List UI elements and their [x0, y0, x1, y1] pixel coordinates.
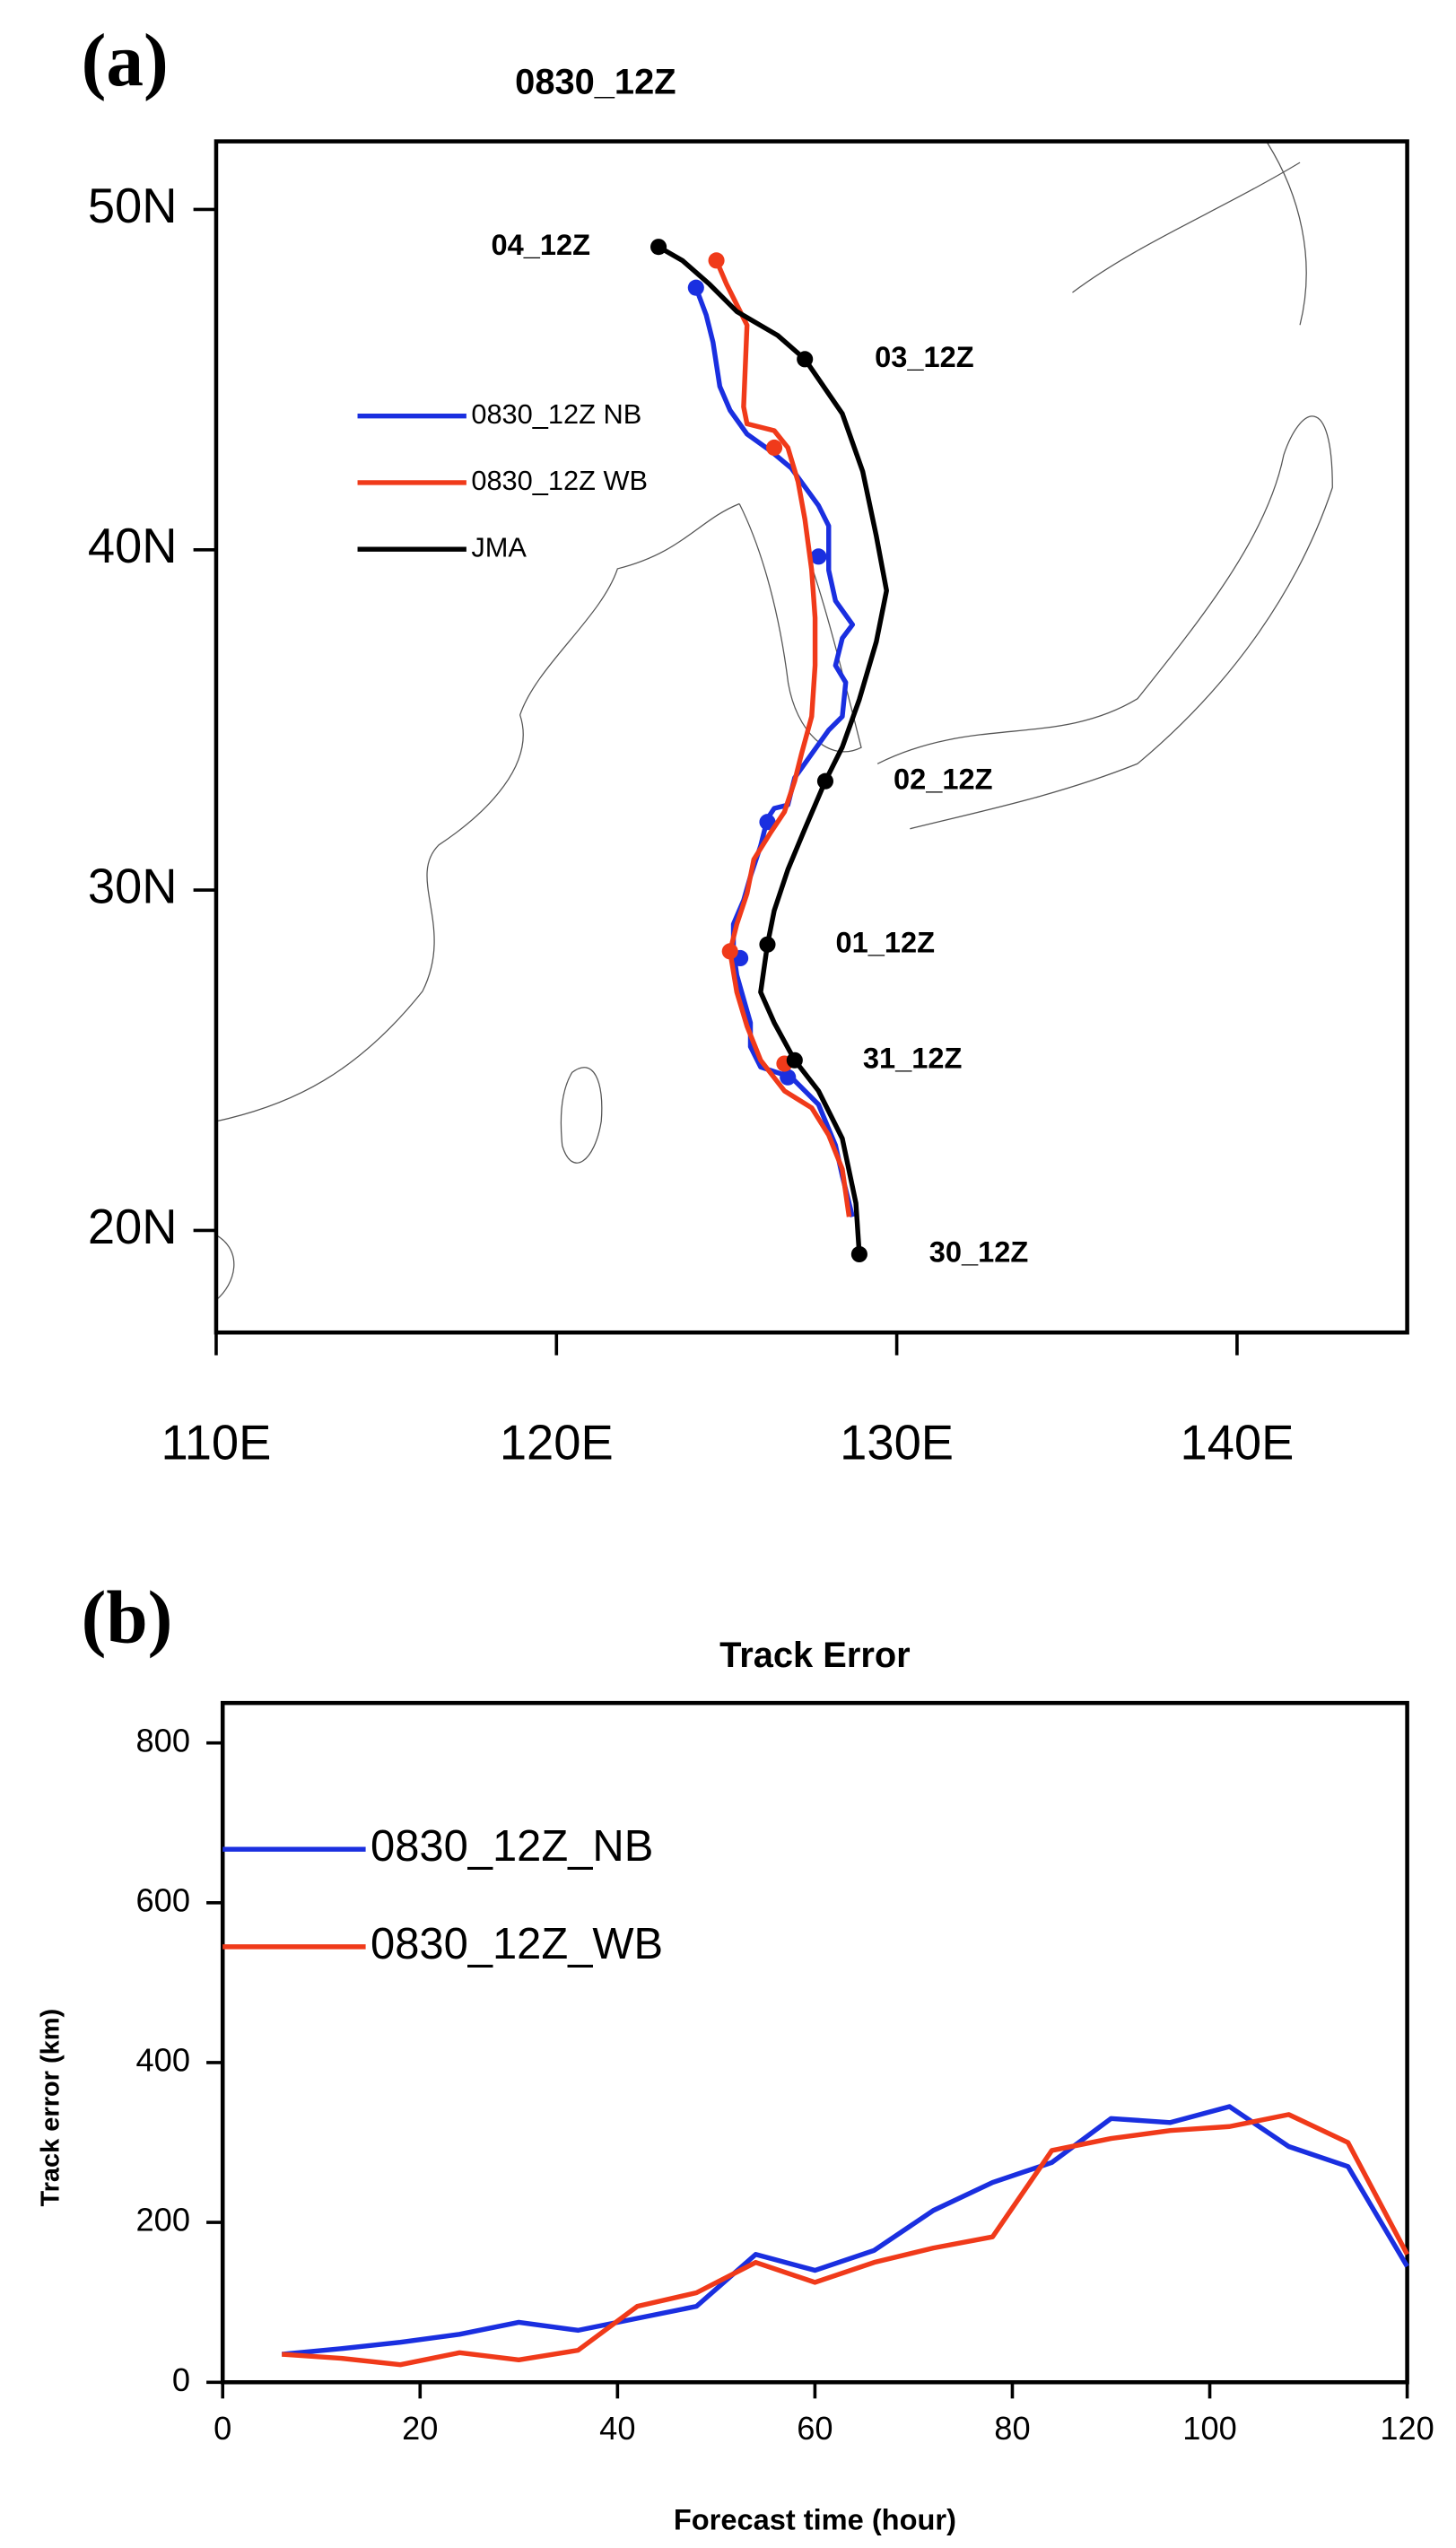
coastlines	[215, 143, 1333, 1301]
x-tick-label: 140E	[1180, 1415, 1294, 1470]
legend-label: 0830_12Z_NB	[371, 1822, 653, 1871]
marker-label: 04_12Z	[492, 228, 591, 261]
x-tick-label: 0	[214, 2410, 231, 2447]
track-marker	[810, 548, 827, 565]
marker-label: 02_12Z	[894, 762, 993, 795]
panel-label: (a)	[82, 20, 169, 102]
y-tick-label: 30N	[88, 859, 178, 913]
track-marker	[850, 1245, 867, 1263]
legend-label: 0830_12Z NB	[471, 398, 641, 430]
plot-frame	[214, 139, 1409, 1335]
track-marker	[816, 772, 834, 790]
series-line	[282, 2112, 1409, 2368]
marker-label: 30_12Z	[929, 1235, 1029, 1269]
track-marker	[759, 814, 776, 831]
track-marker	[650, 239, 667, 256]
x-tick-label: 60	[797, 2410, 833, 2447]
track-marker	[708, 252, 725, 269]
chart-title: Track Error	[719, 1636, 911, 1675]
x-tick-label: 130E	[840, 1415, 954, 1470]
x-axis-label: Forecast time (hour)	[674, 2503, 956, 2536]
y-tick-label: 40N	[88, 519, 178, 573]
y-tick-label: 200	[136, 2202, 190, 2238]
series-line	[281, 2104, 1409, 2357]
y-tick-label: 20N	[88, 1200, 178, 1254]
x-tick-label: 120E	[500, 1415, 614, 1470]
y-tick-label: 800	[136, 1722, 190, 1758]
track-marker	[797, 351, 814, 368]
track-marker	[687, 279, 704, 296]
track-marker	[721, 943, 738, 960]
track-marker	[765, 439, 783, 457]
marker-label: 31_12Z	[863, 1041, 963, 1074]
marker-label: 03_12Z	[875, 340, 974, 373]
x-tick-label: 110E	[161, 1415, 272, 1470]
legend-label: 0830_12Z WB	[471, 465, 648, 496]
x-tick-label: 40	[599, 2410, 635, 2447]
track-marker	[780, 1069, 797, 1086]
x-tick-label: 80	[994, 2410, 1030, 2447]
y-tick-label: 400	[136, 2042, 190, 2079]
legend-label: 0830_12Z_WB	[371, 1920, 663, 1968]
x-tick-label: 20	[402, 2410, 438, 2447]
panel-label: (b)	[82, 1576, 173, 1659]
y-tick-label: 0	[172, 2361, 190, 2398]
chart-title: 0830_12Z	[515, 63, 676, 102]
legend-label: JMA	[471, 531, 527, 563]
y-tick-label: 600	[136, 1881, 190, 1918]
x-tick-label: 100	[1182, 2410, 1236, 2447]
track-marker	[759, 936, 776, 953]
x-tick-label: 120	[1380, 2410, 1434, 2447]
series-line	[714, 259, 852, 1217]
marker-label: 01_12Z	[836, 925, 936, 958]
y-axis-label: Track error (km)	[37, 2009, 65, 2207]
track-marker	[786, 1051, 803, 1069]
y-tick-label: 50N	[88, 179, 178, 233]
